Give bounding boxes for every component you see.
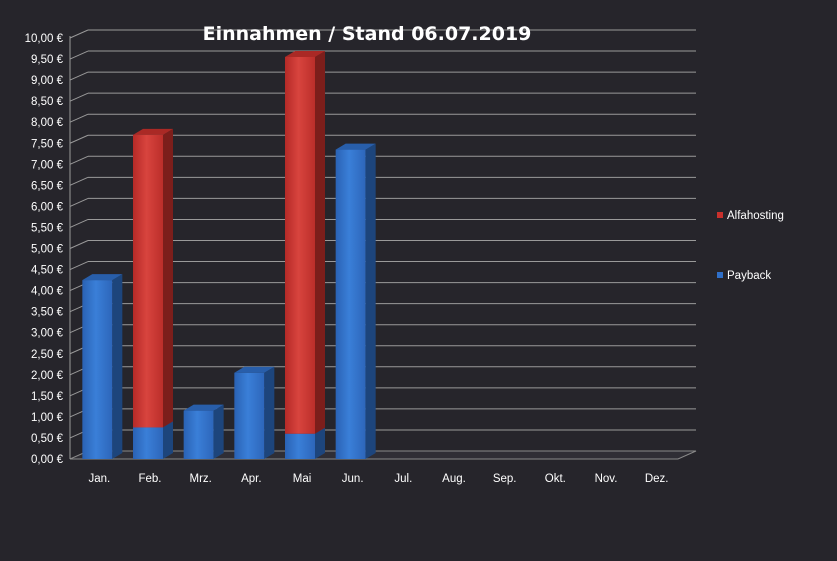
y-tick-label: 7,50 € (31, 138, 64, 150)
bar-alfahosting (133, 128, 173, 428)
x-tick-label: Jan. (88, 473, 110, 485)
bar-payback (234, 366, 275, 459)
x-tick-label: Aug. (442, 473, 466, 485)
x-axis: Jan. Feb. Mrz. Apr. Mai Jun. Jul. Aug. Sep. Okt. N… (88, 473, 668, 485)
y-tick-label: 0,50 € (31, 433, 64, 445)
legend-swatch (717, 212, 723, 218)
x-tick-label: Jun. (342, 473, 364, 485)
bar-alfahosting (285, 50, 325, 434)
bar-side (112, 274, 123, 459)
bar-top (285, 50, 325, 57)
bar-front (183, 410, 214, 459)
gridlines (69, 29, 696, 439)
bar-top (234, 366, 275, 373)
gridline-diag (69, 218, 89, 228)
gridline-diag (69, 240, 89, 249)
bar-front (285, 56, 315, 434)
legend-label: Payback (727, 270, 771, 282)
gridline-diag (69, 176, 89, 186)
y-tick-label: 8,50 € (31, 96, 64, 108)
y-tick-label: 10,00 € (25, 33, 64, 45)
y-axis: 0,00 € 0,50 € 1,00 € 1,50 € 2,00 € 2,50 € 3,00… (25, 33, 71, 466)
bar-front (133, 134, 163, 428)
x-tick-label: Mrz. (189, 473, 211, 485)
y-tick-label: 9,50 € (31, 54, 64, 66)
bar-side (163, 421, 173, 459)
y-tick-label: 4,00 € (31, 286, 64, 298)
bar-top (82, 274, 123, 281)
y-tick-label: 9,00 € (31, 75, 64, 87)
bar-payback (183, 404, 224, 459)
bar-side (163, 128, 173, 428)
bar-side (315, 427, 325, 459)
y-tick-label: 7,00 € (31, 159, 64, 171)
bar-front (82, 280, 113, 459)
gridline-diag (69, 50, 89, 60)
chart-floor (69, 450, 697, 460)
bar-top (335, 143, 376, 150)
y-tick-label: 8,00 € (31, 117, 64, 129)
y-tick-label: 1,50 € (31, 391, 64, 403)
legend-label: Alfahosting (727, 210, 784, 222)
bar-payback (285, 427, 325, 459)
y-tick-label: 6,50 € (31, 180, 64, 192)
bar-top (133, 128, 173, 135)
gridline-diag (69, 155, 89, 165)
bar-side (213, 404, 224, 459)
floor-plane (69, 450, 697, 460)
y-tick-label: 4,50 € (31, 265, 64, 277)
y-tick-label: 6,00 € (31, 201, 64, 213)
bar-front (335, 149, 366, 459)
bars (82, 50, 376, 459)
y-tick-label: 5,50 € (31, 222, 64, 234)
y-tick-label: 2,00 € (31, 370, 64, 382)
bar-front (133, 427, 163, 459)
x-tick-label: Sep. (493, 473, 517, 485)
bar-side (264, 366, 275, 459)
x-tick-label: Okt. (545, 473, 566, 485)
bar-side (365, 143, 376, 459)
x-tick-label: Apr. (241, 473, 261, 485)
bar-payback (335, 143, 376, 459)
bar-top (183, 404, 224, 411)
bar-side (315, 50, 325, 434)
y-tick-label: 3,00 € (31, 328, 64, 340)
y-tick-label: 1,00 € (31, 412, 64, 424)
bar-front (285, 433, 315, 459)
bar-front (234, 372, 265, 459)
legend-swatch (717, 272, 723, 278)
x-tick-label: Mai (293, 473, 312, 485)
x-tick-label: Dez. (645, 473, 669, 485)
x-tick-label: Feb. (138, 473, 161, 485)
chart-title: Einnahmen / Stand 06.07.2019 (203, 23, 532, 45)
gridline-diag (69, 261, 89, 271)
gridline-diag (69, 92, 89, 102)
x-tick-label: Jul. (394, 473, 412, 485)
y-tick-label: 3,50 € (31, 307, 64, 319)
y-tick-label: 5,00 € (31, 244, 64, 256)
y-tick-label: 0,00 € (31, 454, 64, 466)
legend: Alfahosting Payback (717, 210, 784, 282)
gridline-diag (69, 113, 89, 123)
gridline-diag (69, 197, 89, 207)
bar-payback (82, 274, 123, 459)
gridline-diag (69, 134, 89, 144)
x-tick-label: Nov. (595, 473, 618, 485)
gridline-diag (69, 71, 89, 81)
gridline-diag (69, 29, 89, 39)
y-tick-label: 2,50 € (31, 349, 64, 361)
